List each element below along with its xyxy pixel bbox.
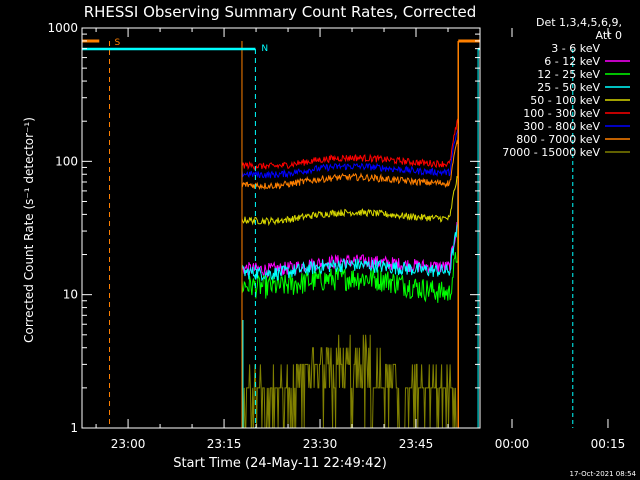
y-tick-label: 10 [63, 288, 78, 302]
series-line-3-6-kev [241, 127, 459, 428]
x-tick-label: 23:00 [111, 437, 146, 451]
legend-label-100-300-kev: 100 - 300 keV [523, 107, 600, 120]
legend-label-6-12-kev: 6 - 12 keV [544, 55, 600, 68]
x-tick-label: 00:00 [495, 437, 530, 451]
y-tick-label: 100 [55, 154, 78, 168]
night-marker-label: N [261, 44, 268, 54]
x-tick-label: 23:30 [303, 437, 338, 451]
x-tick-label: 23:45 [399, 437, 434, 451]
y-axis-label: Corrected Count Rate (s⁻¹ detector⁻¹) [22, 117, 36, 343]
legend-label-300-800-kev: 300 - 800 keV [523, 120, 600, 133]
series-line-300-800-kev [241, 127, 459, 428]
x-tick-label: 00:15 [591, 437, 626, 451]
chart-title: RHESSI Observing Summary Count Rates, Co… [84, 3, 477, 21]
series-line-25-50-kev [241, 127, 459, 428]
legend-label-800-7000-kev: 800 - 7000 keV [516, 133, 600, 146]
saa-marker-label: S [115, 38, 121, 48]
series-line-800-7000-kev [241, 127, 459, 428]
x-tick-label: 23:15 [207, 437, 242, 451]
legend-label-7000-15000-kev: 7000 - 15000 keV [502, 146, 600, 159]
y-tick-label: 1 [70, 421, 78, 435]
axes: 1 10 100 1000 23:00 23:15 23:30 23:45 00:00 00:15 [47, 21, 625, 451]
legend-label-25-50-kev: 25 - 50 keV [537, 81, 600, 94]
series-line-6-12-kev [241, 127, 459, 428]
series-line-7000-15000-kev [241, 334, 459, 429]
legend-header-line-2: Att 0 [596, 29, 622, 42]
plot-frame [81, 27, 481, 429]
legend-label-50-100-kev: 50 - 100 keV [530, 94, 600, 107]
legend-label-3-6-kev: 3 - 6 keV [551, 42, 600, 55]
y-tick-label: 1000 [47, 21, 78, 35]
series-line-50-100-kev [241, 127, 459, 428]
series-line-100-300-kev [241, 118, 459, 428]
plot-area: SN [82, 38, 574, 429]
legend-header-line-1: Det 1,3,4,5,6,9, [536, 16, 622, 29]
legend-label-12-25-kev: 12 - 25 keV [537, 68, 600, 81]
x-axis-label: Start Time (24-May-11 22:49:42) [173, 456, 387, 471]
footer-timestamp: 17-Oct-2021 08:54 [570, 470, 637, 478]
